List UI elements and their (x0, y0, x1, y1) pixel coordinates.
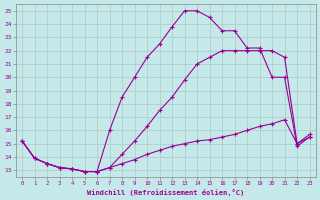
X-axis label: Windchill (Refroidissement éolien,°C): Windchill (Refroidissement éolien,°C) (87, 189, 244, 196)
